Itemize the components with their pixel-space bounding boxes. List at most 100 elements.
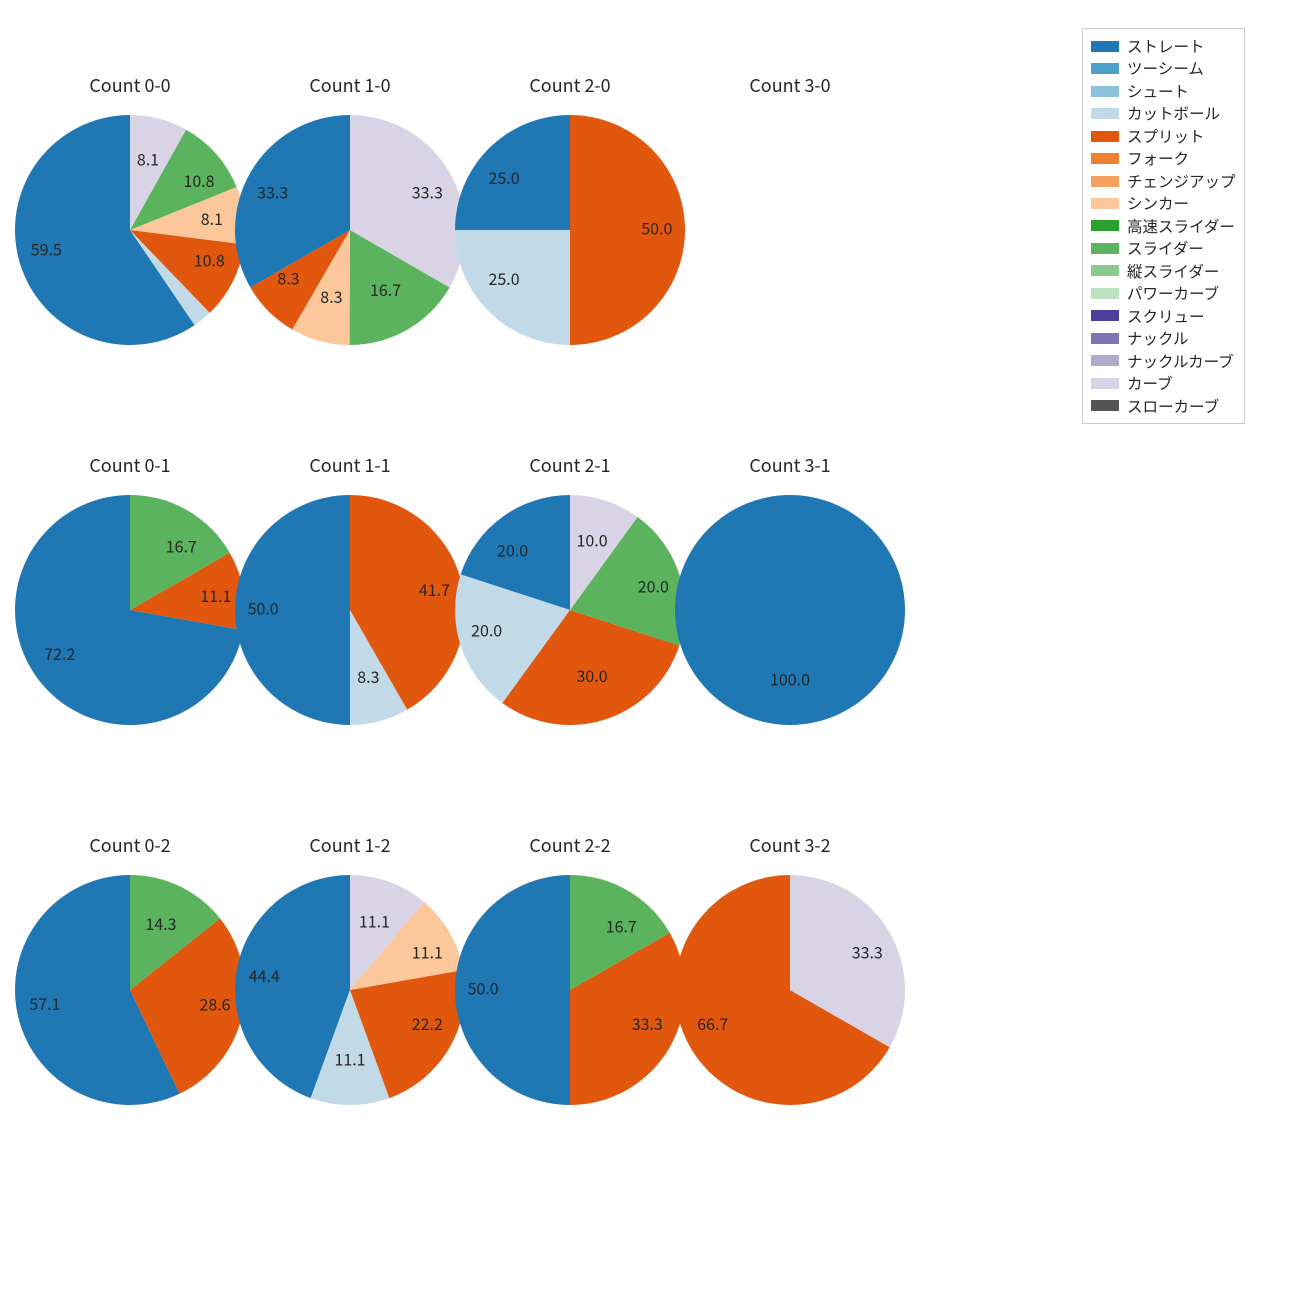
pie-slice-label: 50.0 [248,595,279,619]
pie-chart: 59.5 10.8 8.1 10.8 8.1 [5,105,255,355]
pie-holder: 25.025.050.0 [445,105,695,360]
pie-holder: 44.411.122.211.111.1 [225,865,475,1120]
pie-slice-label: 44.4 [249,963,280,987]
chart-title: Count 2-1 [460,452,680,478]
legend-item: シンカー [1091,192,1236,214]
pie-holder: 100.0 [665,485,915,740]
legend-item: カーブ [1091,372,1236,394]
pie-chart: 57.128.614.3 [5,865,255,1115]
pie-slice-label: 33.3 [412,180,443,204]
pie-slice-label: 25.0 [488,266,519,290]
legend-label: フォーク [1127,147,1189,169]
pie-slice-label: 59.5 [31,236,62,260]
chart-title: Count 1-0 [240,72,460,98]
legend: ストレートツーシームシュートカットボールスプリットフォークチェンジアップシンカー… [1082,28,1245,424]
legend-label: パワーカーブ [1127,282,1219,304]
legend-swatch [1091,220,1119,231]
pie-slice-label: 25.0 [488,165,519,189]
chart-title: Count 0-0 [20,72,240,98]
pie-slice-label: 16.7 [370,277,401,301]
legend-swatch [1091,333,1119,344]
pie-slice-label: 10.8 [183,168,214,192]
legend-item: チェンジアップ [1091,170,1236,192]
legend-label: スローカーブ [1127,395,1219,417]
pie-slice-label: 22.2 [412,1011,443,1035]
legend-label: ナックル [1127,327,1189,349]
pie-holder: 72.211.116.7 [5,485,255,740]
pie-slice-label: 16.7 [166,534,197,558]
pie-slice-label: 66.7 [697,1011,728,1035]
pie-holder: 33.38.38.316.733.3 [225,105,475,360]
legend-swatch [1091,288,1119,299]
legend-item: 高速スライダー [1091,215,1236,237]
chart-title: Count 3-2 [680,832,900,858]
chart-title: Count 0-1 [20,452,240,478]
legend-swatch [1091,243,1119,254]
legend-label: ストレート [1127,35,1205,57]
chart-title: Count 1-1 [240,452,460,478]
pie-chart: 100.0 [665,485,915,735]
legend-label: 高速スライダー [1127,215,1235,237]
pie-slice-label: 50.0 [468,975,499,999]
legend-swatch [1091,41,1119,52]
pie-slice-label: 30.0 [576,663,607,687]
legend-swatch [1091,108,1119,119]
pie-holder: 50.033.316.7 [445,865,695,1120]
legend-swatch [1091,86,1119,97]
legend-label: カットボール [1127,102,1220,124]
pie-slice-label: 8.3 [357,664,379,688]
pie-chart: 66.7 33.3 [665,865,915,1115]
legend-label: 縦スライダー [1127,260,1219,282]
pie-holder: 20.020.030.020.010.0 [445,485,695,740]
pie-slice-label: 8.1 [201,206,223,230]
pie-holder: 59.5 10.8 8.1 10.8 8.1 [5,105,255,360]
pie-slice-label: 10.0 [576,528,607,552]
legend-item: スライダー [1091,237,1236,259]
pie-chart: 72.211.116.7 [5,485,255,735]
legend-item: ストレート [1091,35,1236,57]
legend-label: ナックルカーブ [1127,350,1234,372]
legend-label: スクリュー [1127,305,1205,327]
legend-swatch [1091,265,1119,276]
pie-slice-label: 57.1 [29,991,60,1015]
chart-title: Count 0-2 [20,832,240,858]
legend-item: ツーシーム [1091,57,1236,79]
chart-title: Count 2-2 [460,832,680,858]
legend-label: シンカー [1127,192,1189,214]
pie-slice-label: 33.3 [852,940,883,964]
legend-item: フォーク [1091,147,1236,169]
pie-slice-label: 20.0 [497,538,528,562]
legend-swatch [1091,176,1119,187]
legend-label: カーブ [1127,372,1173,394]
pie-slice-label: 33.3 [632,1011,663,1035]
pie-holder: 66.7 33.3 [665,865,915,1120]
pie-chart: 33.38.38.316.733.3 [225,105,475,355]
pie-chart [665,105,915,355]
legend-swatch [1091,355,1119,366]
legend-swatch [1091,198,1119,209]
legend-item: カットボール [1091,102,1236,124]
legend-label: スプリット [1127,125,1205,147]
pie-chart: 20.020.030.020.010.0 [445,485,695,735]
pie-slice-label: 8.3 [320,284,342,308]
pie-slice-label: 8.3 [277,266,299,290]
legend-item: スローカーブ [1091,395,1236,417]
legend-item: パワーカーブ [1091,282,1236,304]
pie-slice-label: 10.8 [194,247,225,271]
pie-holder: 57.128.614.3 [5,865,255,1120]
pie-chart: 50.033.316.7 [445,865,695,1115]
legend-item: ナックル [1091,327,1236,349]
pie-chart: 50.08.341.7 [225,485,475,735]
pie-slice-label: 20.0 [471,617,502,641]
pie-slice-label: 14.3 [145,911,176,935]
legend-label: シュート [1127,80,1189,102]
legend-swatch [1091,378,1119,389]
pie-slice-label: 72.2 [44,641,75,665]
legend-label: スライダー [1127,237,1204,259]
chart-title: Count 3-1 [680,452,900,478]
chart-title: Count 3-0 [680,72,900,98]
chart-title: Count 1-2 [240,832,460,858]
legend-swatch [1091,153,1119,164]
pie-slice-label: 8.1 [137,146,159,170]
pie-holder: 50.08.341.7 [225,485,475,740]
